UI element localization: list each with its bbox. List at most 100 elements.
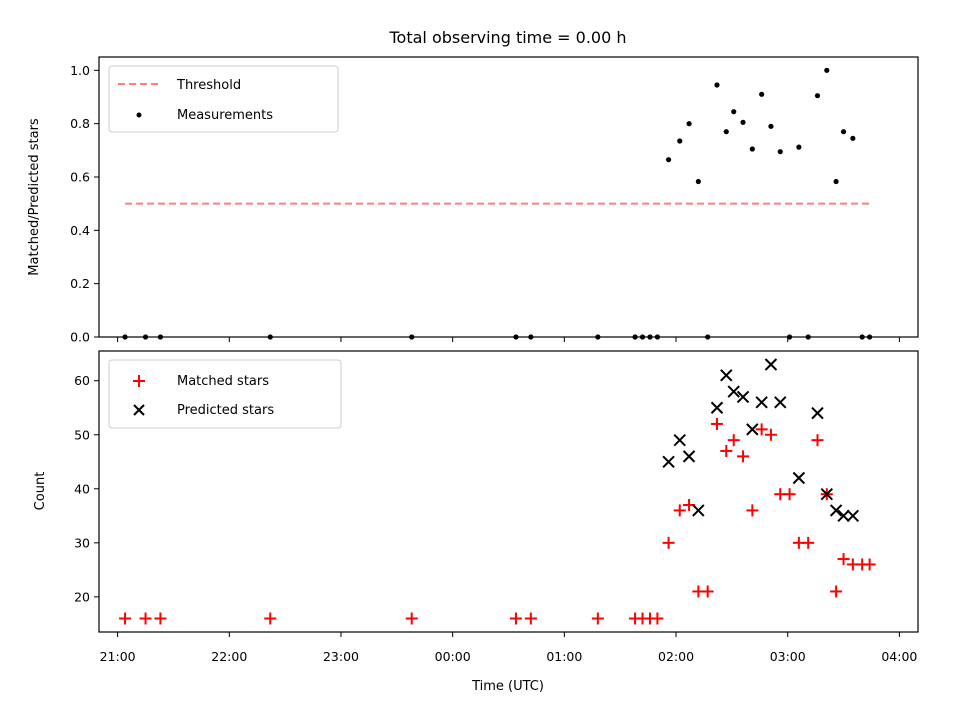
predicted-star-stroke-b bbox=[792, 471, 806, 485]
bottom-y-tick-label: 60 bbox=[74, 373, 90, 388]
matched-star-point bbox=[139, 612, 152, 625]
legend-matched-label: Matched stars bbox=[177, 374, 269, 389]
predicted-star-stroke-b bbox=[682, 450, 696, 463]
legend-threshold-label: Threshold bbox=[176, 78, 241, 93]
measurement-point bbox=[595, 334, 601, 340]
matched-star-point bbox=[811, 434, 824, 447]
predicted-star-stroke-b bbox=[774, 396, 787, 409]
predicted-star-point bbox=[662, 455, 675, 468]
top-axes: 0.0 0.2 0.4 0.6 0.8 1.0 Matched/Predicted sta… bbox=[27, 56, 919, 345]
top-legend: Threshold Measurements bbox=[108, 65, 339, 133]
x-tick-label: 00:00 bbox=[435, 649, 471, 664]
measurement-point bbox=[686, 121, 692, 127]
bottom-y-tick-label: 20 bbox=[74, 589, 90, 604]
predicted-star-stroke-b bbox=[727, 385, 740, 398]
bottom-plot-area bbox=[119, 358, 876, 625]
top-y-tick-label: 0.4 bbox=[70, 223, 90, 238]
measurement-point bbox=[731, 109, 737, 115]
measurement-point bbox=[777, 149, 783, 155]
bottom-y-tick-label: 30 bbox=[74, 535, 90, 550]
predicted-star-stroke-b bbox=[720, 369, 733, 382]
matched-star-point bbox=[154, 612, 167, 625]
measurement-point bbox=[665, 157, 672, 163]
x-tick-label: 21:00 bbox=[100, 649, 136, 664]
predicted-star-point bbox=[682, 450, 696, 463]
measurement-point bbox=[528, 334, 534, 340]
measurement-point bbox=[805, 334, 811, 340]
matched-star-point bbox=[651, 612, 664, 625]
top-y-tick-label: 0.0 bbox=[70, 330, 90, 345]
matched-star-point bbox=[727, 434, 740, 447]
predicted-star-stroke-b bbox=[820, 487, 834, 501]
measurement-point bbox=[814, 93, 821, 99]
matched-star-point bbox=[830, 585, 843, 598]
measurement-point bbox=[695, 178, 701, 185]
predicted-star-point bbox=[755, 396, 768, 409]
measurement-point bbox=[142, 334, 149, 340]
predicted-star-point bbox=[692, 504, 705, 517]
predicted-star-point bbox=[746, 423, 759, 436]
predicted-star-point bbox=[792, 471, 806, 485]
predicted-star-stroke-b bbox=[692, 504, 705, 517]
predicted-star-stroke-b bbox=[736, 390, 750, 404]
legend-predicted-swatch bbox=[133, 404, 145, 416]
matched-star-point bbox=[720, 444, 733, 457]
legend-measurements-swatch bbox=[136, 112, 142, 118]
matched-star-point bbox=[764, 428, 777, 441]
top-y-ticks: 0.0 0.2 0.4 0.6 0.8 1.0 bbox=[70, 63, 99, 345]
bottom-y-tick-label: 50 bbox=[74, 427, 90, 442]
matched-star-point bbox=[264, 612, 277, 625]
top-y-tick-label: 0.6 bbox=[70, 170, 90, 185]
matched-star-point bbox=[837, 553, 850, 566]
bottom-y-tick-label: 40 bbox=[74, 481, 90, 496]
matched-star-point bbox=[119, 612, 132, 625]
predicted-star-point bbox=[710, 401, 724, 414]
matched-star-point bbox=[524, 612, 537, 625]
top-axes-frame bbox=[98, 56, 919, 338]
predicted-star-stroke-b bbox=[662, 455, 675, 468]
bottom-legend-box bbox=[108, 359, 342, 429]
top-y-tick-label: 1.0 bbox=[70, 63, 90, 78]
predicted-star-stroke-b bbox=[829, 504, 843, 517]
measurement-point bbox=[859, 334, 865, 340]
predicted-star-point bbox=[820, 487, 834, 501]
predicted-star-point bbox=[673, 433, 686, 447]
predicted-star-point bbox=[846, 509, 860, 523]
measurement-point bbox=[840, 129, 847, 135]
predicted-star-stroke-b bbox=[710, 401, 724, 414]
predicted-star-point bbox=[774, 396, 787, 409]
predicted-star-point bbox=[736, 390, 750, 404]
x-tick-label: 03:00 bbox=[770, 649, 806, 664]
predicted-star-stroke-b bbox=[837, 509, 850, 523]
matched-star-point bbox=[405, 612, 418, 625]
bottom-axes-frame bbox=[98, 350, 919, 633]
measurement-point bbox=[513, 334, 519, 340]
predicted-star-stroke-b bbox=[764, 358, 778, 371]
matched-star-point bbox=[710, 417, 723, 430]
bottom-axes: 20 30 40 50 60 21:00 22:00 23:00 00:00 01:00 02:0… bbox=[33, 350, 919, 694]
measurement-point bbox=[267, 334, 273, 340]
predicted-star-point bbox=[720, 369, 733, 382]
x-axis-label: Time (UTC) bbox=[471, 679, 544, 694]
x-tick-label: 22:00 bbox=[211, 649, 247, 664]
bottom-legend: Matched stars Predicted stars bbox=[108, 359, 342, 429]
matched-star-point bbox=[662, 536, 675, 549]
measurement-point bbox=[833, 178, 839, 185]
predicted-star-stroke-b bbox=[673, 433, 686, 447]
measurement-point bbox=[796, 144, 802, 150]
measurement-point bbox=[723, 129, 729, 135]
measurement-point bbox=[768, 123, 774, 129]
matched-star-point bbox=[802, 536, 815, 549]
bottom-y-axis-label: Count bbox=[33, 472, 48, 511]
measurement-point bbox=[867, 334, 873, 340]
matched-star-point bbox=[673, 504, 686, 517]
measurement-point bbox=[632, 334, 638, 340]
predicted-star-stroke-b bbox=[755, 396, 768, 409]
x-tick-label: 23:00 bbox=[323, 649, 359, 664]
predicted-star-point bbox=[837, 509, 850, 523]
measurement-point bbox=[714, 82, 720, 88]
matched-star-point bbox=[701, 585, 714, 598]
measurement-point bbox=[824, 67, 830, 73]
matched-star-point bbox=[863, 558, 876, 571]
